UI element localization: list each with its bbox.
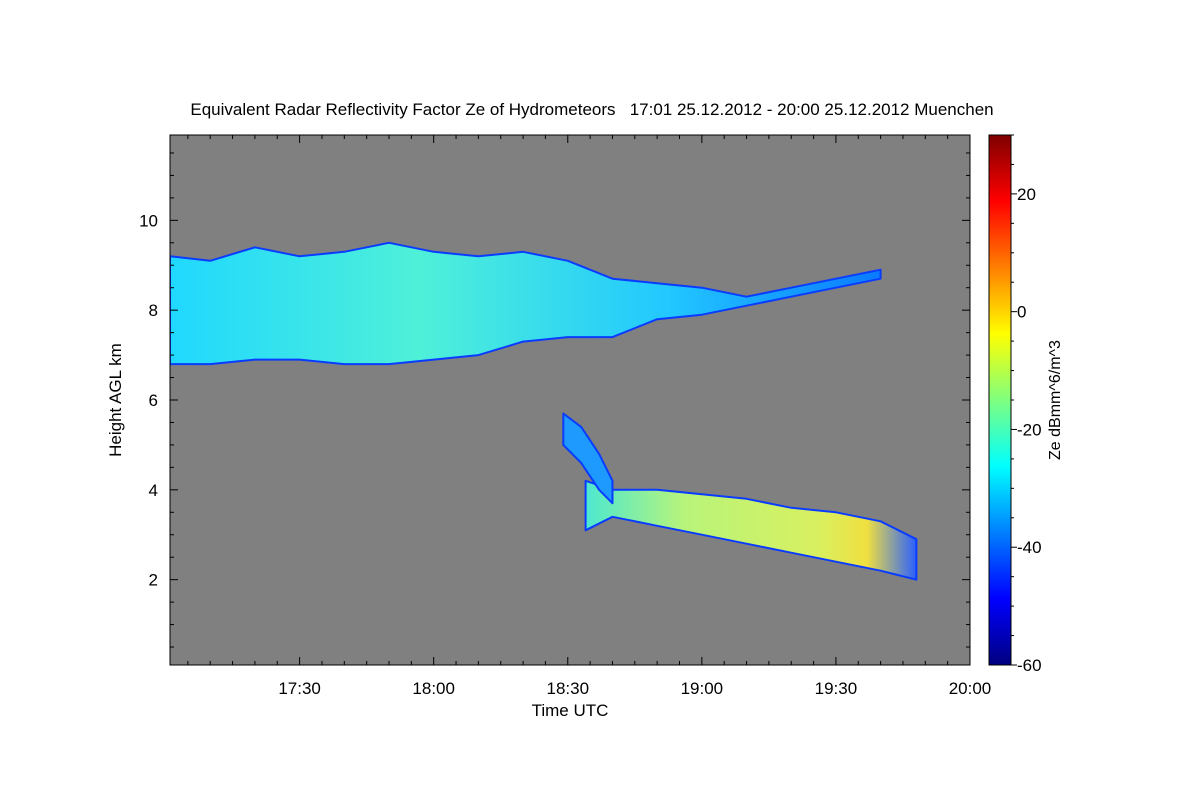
y-axis-label: Height AGL km: [106, 343, 125, 457]
colorbar-tick-label: 0: [1017, 303, 1026, 322]
fall-streak-band: [562, 412, 614, 505]
colorbar: [988, 134, 1012, 666]
x-axis-label: Time UTC: [532, 701, 609, 720]
x-tick-label: 18:30: [546, 679, 589, 698]
x-tick-label: 17:30: [278, 679, 321, 698]
y-tick-label: 10: [139, 211, 158, 230]
colorbar-tick-label: 20: [1017, 185, 1036, 204]
y-tick-label: 2: [149, 571, 158, 590]
lower-precipitation-echo-band: [584, 479, 918, 581]
x-tick-label: 19:30: [815, 679, 858, 698]
x-tick-label: 18:00: [412, 679, 455, 698]
chart-title: Equivalent Radar Reflectivity Factor Ze …: [190, 100, 993, 119]
colorbar-tick-label: -60: [1017, 656, 1042, 675]
colorbar-label: Ze dBmm^6/m^3: [1047, 340, 1064, 460]
y-tick-label: 8: [149, 301, 158, 320]
echo-features: [170, 241, 918, 581]
x-tick-label: 20:00: [949, 679, 992, 698]
colorbar-axis: -60 -40 -20 0 20: [1011, 134, 1042, 675]
upper-cloud-layer-band: [170, 241, 882, 366]
plot-area: [170, 135, 970, 665]
x-tick-label: 19:00: [681, 679, 724, 698]
y-tick-label: 4: [149, 481, 158, 500]
colorbar-tick-label: -20: [1017, 420, 1042, 439]
colorbar-tick-label: -40: [1017, 538, 1042, 557]
y-axis: 2 4 6 8 10: [139, 152, 970, 648]
y-tick-label: 6: [149, 391, 158, 410]
x-axis: 17:30 18:00 18:30 19:00 19:30 20:00: [187, 135, 992, 698]
